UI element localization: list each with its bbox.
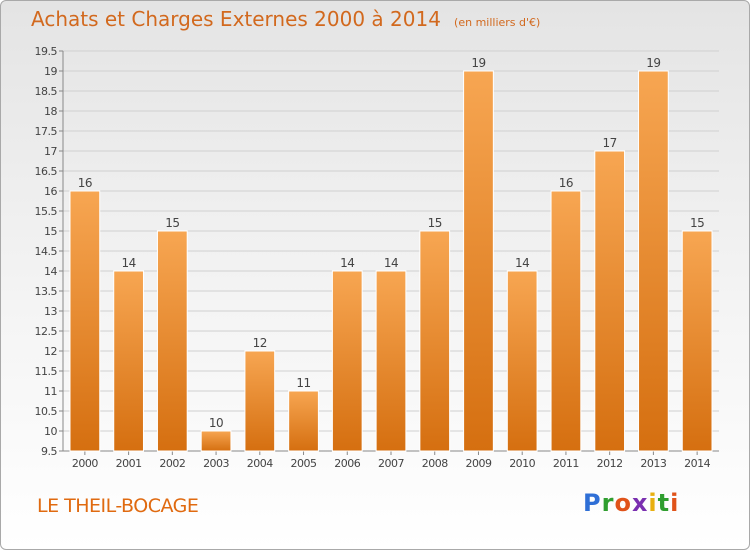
y-tick-label: 19 — [44, 65, 57, 78]
bar-2012 — [594, 150, 626, 452]
data-label: 17 — [603, 136, 617, 150]
y-tick-label: 17.5 — [35, 125, 58, 138]
data-label: 16 — [78, 176, 92, 190]
bar-2004 — [244, 350, 276, 452]
bar-2006 — [331, 270, 363, 452]
y-tick-label: 13 — [44, 305, 57, 318]
x-tick-label: 2011 — [553, 457, 579, 470]
bar-2001 — [113, 270, 144, 452]
y-tick-labels: 9.5 10 10.5 11 11.5 12 12.5 13 13.5 14 14.5 15 15.5 1… — [35, 45, 58, 458]
x-tick-label: 2007 — [378, 457, 404, 470]
y-tick-label: 12.5 — [35, 325, 58, 338]
x-tick-label: 2001 — [116, 457, 142, 470]
data-label: 14 — [340, 256, 354, 270]
x-tick-label: 2013 — [640, 457, 666, 470]
y-tick-label: 15 — [44, 225, 57, 238]
bar-2013 — [638, 70, 669, 452]
bar-2005 — [288, 390, 319, 452]
logo-letter: o — [614, 489, 632, 517]
bar-2011 — [550, 190, 582, 452]
bar-2003 — [200, 430, 232, 452]
bar-2000 — [69, 190, 101, 452]
y-tick-label: 17 — [44, 145, 57, 158]
data-label: 15 — [690, 216, 704, 230]
bars — [69, 70, 713, 452]
chart-title-block: Achats et Charges Externes 2000 à 2014 (… — [31, 7, 540, 31]
data-label: 15 — [428, 216, 442, 230]
y-tick-label: 12 — [44, 345, 57, 358]
chart-unit: (en milliers d'€) — [454, 16, 541, 29]
data-label: 16 — [559, 176, 573, 190]
x-tick-label: 2014 — [684, 457, 710, 470]
proxiti-logo: Proxiti — [583, 489, 679, 517]
location-label: LE THEIL-BOCAGE — [37, 495, 199, 517]
bar-2014 — [681, 230, 713, 452]
x-tick-label: 2010 — [509, 457, 535, 470]
y-tick-label: 10 — [44, 425, 57, 438]
logo-letter: x — [631, 489, 649, 517]
logo-letter: t — [657, 489, 671, 517]
logo-letter: r — [601, 489, 615, 517]
data-label: 19 — [471, 56, 485, 70]
y-tick-label: 11 — [44, 385, 57, 398]
x-tick-label: 2009 — [465, 457, 491, 470]
data-label: 14 — [121, 256, 135, 270]
y-tick-label: 15.5 — [35, 205, 58, 218]
y-tick-label: 13.5 — [35, 285, 58, 298]
data-label: 14 — [515, 256, 529, 270]
logo-letter: P — [583, 489, 602, 517]
bar-2009 — [463, 70, 494, 452]
y-tick-label: 18.5 — [35, 85, 58, 98]
y-tick-label: 16.5 — [35, 165, 58, 178]
x-tick-label: 2000 — [72, 457, 98, 470]
logo-letter: i — [670, 489, 680, 517]
x-tick-label: 2006 — [334, 457, 360, 470]
y-tick-label: 9.5 — [41, 445, 57, 458]
y-tick-label: 11.5 — [35, 365, 58, 378]
chart-title: Achats et Charges Externes 2000 à 2014 — [31, 7, 441, 31]
data-label: 19 — [646, 56, 660, 70]
bar-2002 — [156, 230, 188, 452]
x-tick-label: 2003 — [203, 457, 229, 470]
bar-2010 — [506, 270, 538, 452]
data-label: 10 — [209, 416, 223, 430]
y-tick-label: 18 — [44, 105, 57, 118]
y-tick-label: 16 — [44, 185, 57, 198]
x-tick-label: 2005 — [291, 457, 317, 470]
y-tick-label: 14.5 — [35, 245, 58, 258]
data-label: 14 — [384, 256, 398, 270]
x-tick-label: 2002 — [159, 457, 185, 470]
data-label: 15 — [165, 216, 179, 230]
x-tick-label: 2004 — [247, 457, 273, 470]
y-tick-label: 10.5 — [35, 405, 58, 418]
y-tick-label: 14 — [44, 265, 57, 278]
bar-2007 — [375, 270, 407, 452]
x-tick-label: 2012 — [597, 457, 623, 470]
x-tick-labels: 2000 2001 2002 2003 2004 2005 2006 2007 2008 2009… — [72, 457, 711, 470]
logo-letter: i — [648, 489, 658, 517]
y-tick-label: 19.5 — [35, 45, 58, 58]
bar-2008 — [419, 230, 451, 452]
data-label: 11 — [296, 376, 310, 390]
data-labels: 16 14 15 10 12 11 14 14 15 19 14 16 17 19 15 — [78, 56, 705, 430]
data-label: 12 — [253, 336, 267, 350]
x-tick-label: 2008 — [422, 457, 448, 470]
